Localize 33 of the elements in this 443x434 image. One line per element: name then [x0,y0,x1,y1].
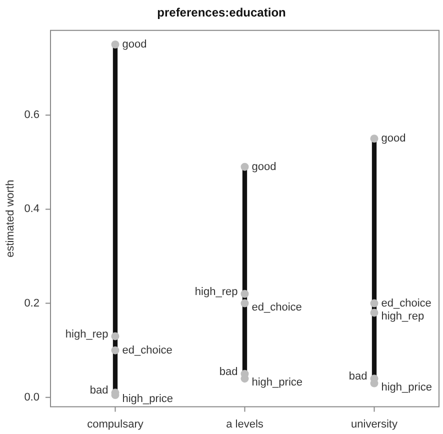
y-tick-label: 0.4 [24,203,40,216]
point [240,299,249,308]
text: ed_choice [252,301,302,314]
text: good [381,132,406,145]
x-tick-label: university [351,418,398,430]
series-label: bad [90,384,108,397]
series-label: high_rep [65,328,108,340]
series-label: good [122,38,147,51]
text: ed_choice [122,344,172,356]
chart-title: preferences:education [157,6,286,20]
series-label: high_price [381,381,432,394]
text: high_price [122,393,174,406]
text: bad [348,370,368,383]
y-tick-label: 0.2 [24,297,40,310]
point [111,40,120,49]
point [240,162,249,171]
series-label: ed_choice [381,297,432,310]
y-tick-label: 0.0 [24,391,40,404]
text: high_price [252,376,303,389]
point [370,308,378,317]
point [111,346,120,354]
y-axis-title: estimated worth [4,180,17,258]
point [370,299,378,308]
y-tick-label: 0.6 [24,109,40,122]
text: good [252,160,276,173]
point [240,290,249,298]
point [111,332,120,340]
x-tick-label: a levels [226,418,264,430]
point [370,134,378,143]
text: bad [219,366,238,378]
text: high_rep [381,310,424,323]
x-tick-label: compulsary [87,418,144,430]
text: high_rep [194,286,238,298]
